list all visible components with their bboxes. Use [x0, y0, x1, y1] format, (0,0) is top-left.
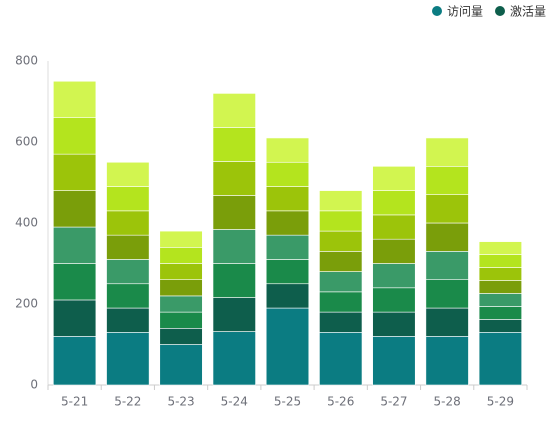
bar-segment: [53, 336, 97, 386]
bar-segment: [319, 210, 363, 232]
bar-segment: [319, 291, 363, 313]
bar-segment: [159, 279, 203, 297]
bar-segment: [159, 295, 203, 313]
y-tick-label: 0: [30, 378, 38, 392]
bar-segment: [478, 254, 522, 268]
bar-segment: [372, 287, 416, 313]
bar-segment: [425, 194, 469, 224]
bar-segment: [159, 311, 203, 329]
bar-segment: [425, 166, 469, 195]
bar-segment: [106, 186, 150, 212]
bar-segment: [372, 238, 416, 264]
bar-segment: [319, 230, 363, 252]
bar-segment: [212, 331, 256, 386]
bar-segment: [212, 229, 256, 264]
bar-segment: [425, 307, 469, 337]
bar-segment: [265, 259, 310, 285]
bar-segment: [53, 299, 97, 337]
bar-segment: [159, 230, 203, 248]
x-tick-label: 5-29: [487, 395, 514, 409]
bar-segment: [372, 311, 416, 337]
bar-segment: [265, 161, 310, 187]
bar-segment: [265, 137, 310, 163]
bar-segment: [106, 332, 150, 386]
bar-segment: [212, 195, 256, 230]
bar-segment: [265, 210, 310, 236]
bar-segment: [106, 161, 150, 187]
bar-segment: [53, 263, 97, 301]
bar-segment: [53, 80, 97, 119]
legend-label: 访问量: [447, 5, 483, 19]
bar-segment: [159, 327, 203, 345]
bar-segment: [372, 336, 416, 386]
bar-segment: [265, 283, 310, 309]
bar-segment: [106, 307, 150, 333]
bar-segment: [319, 271, 363, 293]
bar-segment: [212, 297, 256, 332]
bar-segment: [372, 166, 416, 191]
bar-segment: [319, 332, 363, 386]
bar-segment: [425, 137, 469, 167]
x-tick-label: 5-24: [221, 395, 248, 409]
bar-segment: [425, 222, 469, 252]
bar-segment: [159, 247, 203, 264]
bar-segment: [478, 319, 522, 333]
y-tick-label: 600: [15, 135, 38, 149]
x-tick-label: 5-25: [274, 395, 301, 409]
legend-marker: [495, 6, 505, 16]
bar-segment: [106, 210, 150, 236]
bar-segment: [106, 234, 150, 260]
bar-segment: [53, 190, 97, 228]
bar-segment: [212, 127, 256, 162]
bar-segment: [425, 336, 469, 386]
bar-segment: [478, 306, 522, 320]
bar-segment: [159, 263, 203, 281]
bar-segment: [372, 263, 416, 289]
bar-segment: [212, 93, 256, 128]
bar-segment: [265, 307, 310, 386]
bar-segment: [478, 332, 522, 386]
bar-segment: [372, 214, 416, 240]
x-tick-label: 5-28: [434, 395, 461, 409]
bar-segment: [478, 267, 522, 281]
bar-segment: [106, 283, 150, 309]
legend-marker: [432, 6, 442, 16]
x-tick-label: 5-23: [167, 395, 194, 409]
bar-segment: [478, 241, 522, 255]
bar-segment: [319, 251, 363, 272]
x-tick-label: 5-21: [61, 395, 88, 409]
bar-segment: [53, 117, 97, 155]
bar-segment: [265, 186, 310, 212]
x-tick-label: 5-27: [380, 395, 407, 409]
legend-label: 激活量: [510, 5, 546, 19]
y-tick-label: 200: [15, 297, 38, 311]
x-tick-label: 5-26: [327, 395, 354, 409]
y-tick-label: 400: [15, 216, 38, 230]
bar-segment: [425, 279, 469, 309]
bar-segment: [106, 259, 150, 285]
bar-segment: [319, 311, 363, 333]
bar-segment: [478, 280, 522, 294]
x-tick-label: 5-22: [114, 395, 141, 409]
bar-segment: [319, 190, 363, 212]
bar-segment: [372, 190, 416, 216]
bar-segment: [159, 344, 203, 386]
bar-segment: [53, 153, 97, 191]
bar-segment: [425, 251, 469, 281]
bar-segment: [478, 293, 522, 307]
bar-segment: [212, 161, 256, 196]
bar-segment: [212, 263, 256, 298]
bar-segment: [53, 226, 97, 264]
y-tick-label: 800: [15, 54, 38, 68]
bar-segment: [265, 234, 310, 260]
